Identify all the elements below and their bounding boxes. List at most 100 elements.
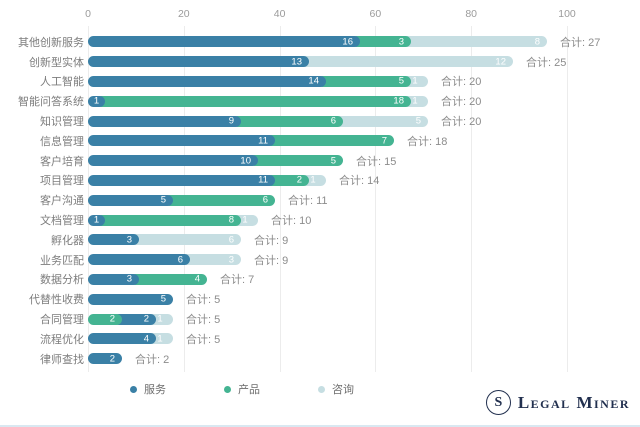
- segment-value: 5: [330, 154, 336, 166]
- bar-segment-service: 11: [88, 135, 275, 147]
- segment-value: 6: [262, 194, 268, 206]
- bar-segment-service: 5: [88, 194, 173, 206]
- category-label: 项目管理: [40, 175, 84, 188]
- total-label: 合计: 20: [441, 96, 482, 109]
- segment-value: 1: [157, 313, 163, 325]
- segment-value: 2: [109, 313, 115, 325]
- legend-label: 服务: [144, 384, 166, 396]
- category-label: 业务匹配: [40, 254, 84, 267]
- legend-item-product: 产品: [224, 381, 260, 397]
- segment-value: 1: [412, 75, 418, 87]
- bar-segment-consult: 12: [300, 56, 513, 68]
- bar-segment-service: 3: [88, 273, 139, 285]
- stacked-bar: 1 18 1: [88, 95, 428, 107]
- segment-value: 2: [143, 313, 149, 325]
- total-label: 合计: 14: [339, 175, 380, 188]
- chart-row: 知识管理 9 6 5 合计: 20: [0, 111, 640, 131]
- bar-segment-consult: 1: [402, 95, 428, 107]
- chart-row: 项目管理 11 2 1 合计: 14: [0, 171, 640, 191]
- bar-segment-service: 2: [88, 352, 122, 365]
- bar-segment-service: 1: [88, 214, 105, 226]
- chart-row: 业务匹配 6 3 合计: 9: [0, 250, 640, 270]
- segment-value: 5: [160, 293, 166, 305]
- chart-row: 其他创新服务 16 3 8 合计: 27: [0, 32, 640, 52]
- stacked-bar: 13 12: [88, 55, 513, 68]
- legend-dot-icon: [318, 385, 325, 393]
- bar-segment-consult: 6: [130, 234, 241, 246]
- bar-segment-service: 11: [88, 174, 275, 186]
- category-label: 创新型实体: [29, 56, 84, 69]
- logo-monogram: S: [494, 394, 503, 410]
- bar-segment-product: 5: [317, 75, 411, 87]
- bar-segment-product: 18: [96, 95, 411, 107]
- bar-segment-service: 2: [113, 313, 156, 325]
- bar-segment-consult: 5: [334, 115, 428, 127]
- segment-value: 1: [157, 333, 163, 345]
- bar-segment-product: 7: [266, 135, 394, 147]
- x-tick-label: 40: [273, 8, 286, 20]
- bar-segment-product: 2: [88, 313, 122, 325]
- stacked-bar: 9 6 5: [88, 115, 428, 127]
- chart-row: 信息管理 11 7 合计: 18: [0, 131, 640, 151]
- segment-value: 13: [291, 55, 302, 67]
- segment-value: 3: [398, 36, 404, 48]
- segment-value: 10: [240, 154, 251, 166]
- stacked-bar: 5: [88, 293, 173, 305]
- gridline: [567, 26, 568, 372]
- chart-row: 智能问答系统 1 18 1 合计: 20: [0, 91, 640, 111]
- segment-value: 8: [534, 36, 540, 48]
- segment-value: 6: [177, 253, 183, 265]
- segment-value: 4: [194, 273, 200, 285]
- total-label: 合计: 5: [186, 314, 221, 327]
- total-label: 合计: 27: [560, 36, 601, 49]
- chart-row: 客户培育 10 5 合计: 15: [0, 151, 640, 171]
- stacked-bar: 2: [88, 352, 122, 365]
- bar-segment-service: 5: [88, 293, 173, 305]
- total-label: 合计: 20: [441, 116, 482, 129]
- chart-row: 流程优化 4 1 合计: 5: [0, 329, 640, 349]
- segment-value: 3: [228, 253, 234, 265]
- total-label: 合计: 7: [220, 274, 255, 287]
- segment-value: 2: [109, 352, 115, 364]
- x-tick-label: 60: [369, 8, 382, 20]
- segment-value: 5: [415, 115, 421, 127]
- bar-segment-service: 1: [88, 95, 105, 107]
- bar-segment-service: 14: [88, 75, 326, 87]
- category-label: 信息管理: [40, 135, 84, 148]
- legend-dot-icon: [224, 385, 231, 393]
- segment-value: 4: [143, 333, 149, 345]
- bar-segment-product: 6: [164, 194, 275, 206]
- category-label: 合同管理: [40, 314, 84, 327]
- legend-dot-icon: [130, 385, 137, 393]
- chart-row: 人工智能 14 5 1 合计: 20: [0, 72, 640, 92]
- category-label: 知识管理: [40, 116, 84, 129]
- segment-value: 2: [296, 174, 302, 186]
- bar-segment-consult: 1: [300, 174, 326, 186]
- total-label: 合计: 11: [288, 195, 328, 208]
- segment-value: 9: [228, 115, 234, 127]
- chart-row: 文档管理 1 8 1 合计: 10: [0, 210, 640, 230]
- chart-row: 客户沟通 5 6 合计: 11: [0, 190, 640, 210]
- segment-value: 18: [393, 95, 404, 107]
- bar-segment-product: 2: [266, 174, 309, 186]
- logo-text: Legal Miner: [517, 392, 630, 412]
- x-tick-label: 80: [465, 8, 478, 20]
- category-label: 其他创新服务: [18, 36, 84, 49]
- legend-item-consult: 咨询: [318, 381, 354, 397]
- chart-row: 合同管理 2 2 1 合计: 5: [0, 309, 640, 329]
- gridline: [279, 26, 281, 372]
- bar-segment-product: 3: [351, 36, 411, 48]
- segment-value: 16: [342, 36, 353, 48]
- segment-value: 5: [160, 194, 166, 206]
- stacked-bar: 14 5 1: [88, 75, 428, 87]
- category-label: 代替性收费: [29, 294, 84, 307]
- total-label: 合计: 15: [356, 155, 397, 168]
- bar-segment-consult: 1: [232, 214, 258, 226]
- bar-segment-consult: 8: [402, 36, 547, 48]
- stacked-bar: 11 2 1: [88, 174, 326, 186]
- segment-value: 3: [126, 234, 132, 246]
